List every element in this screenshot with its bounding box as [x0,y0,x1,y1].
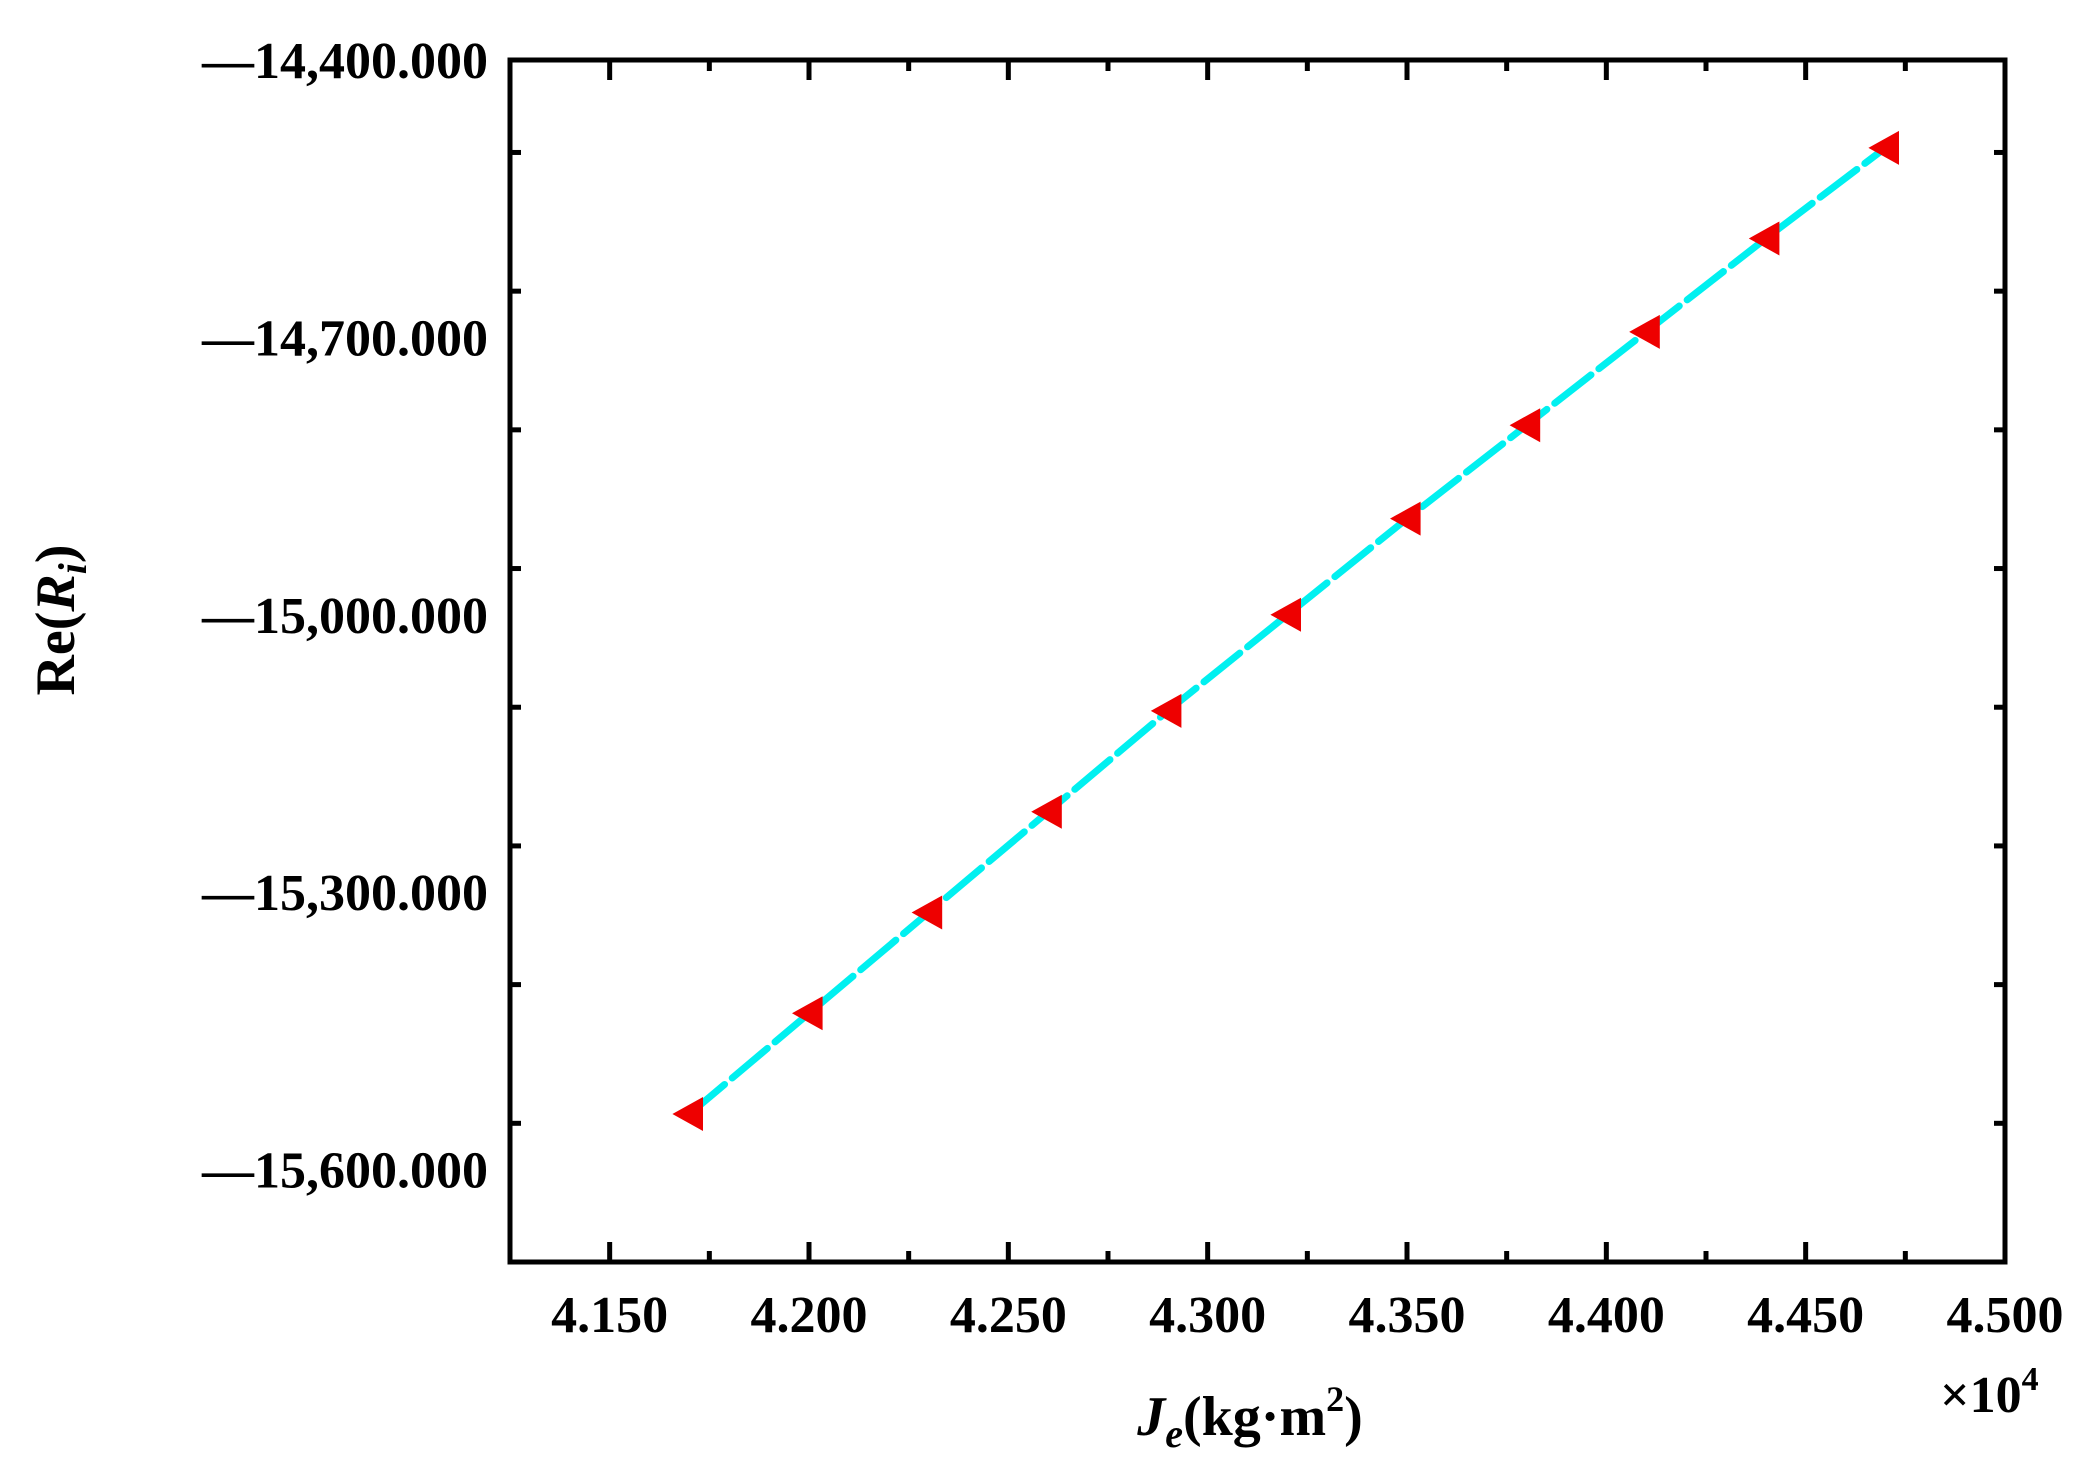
data-point-marker [672,1097,703,1132]
x-tick-label: 4.150 [551,1287,668,1344]
data-point-marker [1509,408,1541,443]
series-group [672,130,1899,1132]
y-axis-ticks [510,149,2005,1265]
x-tick-label: 4.300 [1149,1287,1266,1344]
x-tick-label: 4.400 [1548,1287,1665,1344]
plot-frame [507,57,2008,1265]
data-point-marker [1031,794,1062,829]
data-point-marker [792,996,823,1031]
x-axis-title: Je(kg·m2) [1136,1379,1363,1456]
y-axis-title: Re(Ri) [25,544,95,695]
x-tick-label: 4.250 [950,1287,1067,1344]
data-point-marker [1868,130,1899,165]
y-tick-label: —14,400.000 [201,33,488,90]
y-tick-labels: —14,400.000 —14,700.000 —15,000.000 —15,300… [201,33,488,1200]
data-point-marker [1748,221,1780,256]
x-tick-label: 4.450 [1747,1287,1864,1344]
x-multiplier: ×104 [1940,1361,2039,1424]
y-tick-label: —14,700.000 [201,310,488,367]
x-tick-labels: 4.150 4.200 4.250 4.300 4.350 4.400 4.450 4.500 [551,1287,2063,1344]
y-tick-label: —15,600.000 [201,1143,488,1200]
data-point-marker [1390,501,1421,536]
series-line [685,144,1889,1118]
x-tick-label: 4.500 [1947,1287,2064,1344]
data-point-marker [1150,693,1182,728]
data-point-marker [1629,314,1660,349]
data-point-marker [911,895,943,930]
y-tick-label: —15,300.000 [201,865,488,922]
y-tick-label: —15,000.000 [201,588,488,645]
x-tick-label: 4.200 [751,1287,868,1344]
x-axis-ticks [607,60,2008,1262]
data-point-marker [1270,597,1301,632]
x-tick-label: 4.350 [1349,1287,1466,1344]
